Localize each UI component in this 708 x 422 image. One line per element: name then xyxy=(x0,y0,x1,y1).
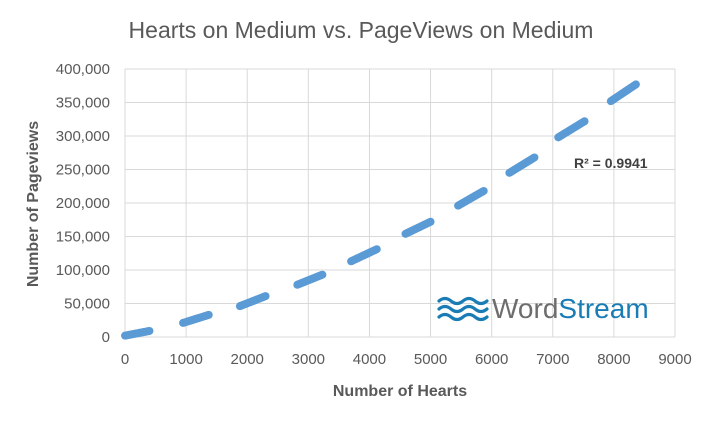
x-axis-tick-labels: 0 1000 2000 3000 4000 5000 6000 7000 8000 9000 xyxy=(121,351,692,368)
x-tick-label: 5000 xyxy=(414,351,447,368)
y-tick-label: 50,000 xyxy=(64,296,110,313)
y-tick-label: 150,000 xyxy=(56,229,110,246)
data-point xyxy=(479,186,488,195)
x-tick-label: 4000 xyxy=(353,351,386,368)
y-tick-label: 200,000 xyxy=(56,195,110,212)
y-axis-tick-labels: 0 50,000 100,000 150,000 200,000 250,000 300,0… xyxy=(56,61,110,346)
x-tick-label: 8000 xyxy=(597,351,630,368)
waves-icon xyxy=(437,296,489,322)
x-tick-label: 9000 xyxy=(658,351,691,368)
data-point xyxy=(426,217,435,226)
x-tick-label: 0 xyxy=(121,351,129,368)
wordmark-stream: Stream xyxy=(558,293,648,324)
x-tick-label: 3000 xyxy=(292,351,325,368)
y-tick-label: 250,000 xyxy=(56,162,110,179)
y-tick-label: 350,000 xyxy=(56,95,110,112)
x-tick-label: 6000 xyxy=(475,351,508,368)
x-tick-label: 2000 xyxy=(231,351,264,368)
x-tick-label: 7000 xyxy=(536,351,569,368)
data-point xyxy=(145,326,154,335)
gridlines xyxy=(124,68,676,338)
data-points xyxy=(121,80,640,340)
data-point xyxy=(631,80,640,89)
data-point xyxy=(530,153,539,162)
data-point xyxy=(318,270,327,279)
x-axis-title: Number of Hearts xyxy=(333,383,467,400)
y-axis-title: Number of Pageviews xyxy=(25,121,42,287)
wordmark-word: Word xyxy=(492,293,558,324)
data-point xyxy=(261,292,270,301)
x-tick-label: 1000 xyxy=(169,351,202,368)
data-point xyxy=(204,310,213,319)
wordstream-logo: WordStream xyxy=(437,293,649,324)
chart-title: Hearts on Medium vs. PageViews on Medium xyxy=(129,17,594,43)
r-squared-annotation: R² = 0.9941 xyxy=(574,155,648,171)
y-tick-label: 400,000 xyxy=(56,61,110,78)
wordstream-wordmark: WordStream xyxy=(492,293,649,324)
y-tick-label: 300,000 xyxy=(56,128,110,145)
data-point xyxy=(372,245,381,254)
y-tick-label: 100,000 xyxy=(56,262,110,279)
y-tick-label: 0 xyxy=(102,329,110,346)
data-point xyxy=(580,117,589,126)
